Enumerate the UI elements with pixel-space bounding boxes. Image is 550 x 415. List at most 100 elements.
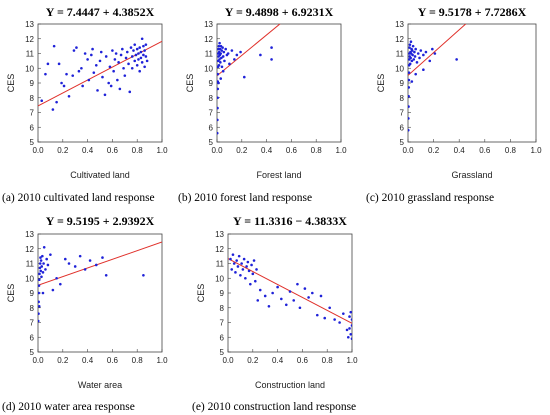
data-point — [338, 321, 341, 324]
data-point — [235, 53, 239, 57]
fit-line — [408, 24, 467, 76]
y-tick-label: 5 — [209, 138, 214, 147]
data-point — [220, 56, 223, 60]
data-point — [311, 291, 314, 295]
data-point — [217, 81, 220, 85]
data-point — [296, 282, 299, 286]
data-point — [116, 78, 119, 82]
data-point — [270, 46, 273, 49]
data-point — [223, 59, 226, 63]
y-tick-label: 12 — [395, 35, 404, 44]
data-point — [409, 56, 412, 60]
data-point — [328, 306, 331, 310]
data-point — [409, 40, 413, 43]
data-point — [267, 304, 271, 308]
chart-title: Y = 9.5195 + 2.9392X — [46, 214, 155, 228]
y-tick-label: 5 — [220, 348, 225, 357]
data-point — [284, 303, 288, 307]
data-point — [252, 259, 256, 262]
data-point — [348, 327, 351, 330]
x-tick-label: 0.0 — [32, 146, 44, 155]
data-point — [235, 259, 238, 262]
data-point — [118, 87, 122, 91]
y-tick-label: 5 — [400, 138, 405, 147]
data-point — [280, 297, 283, 301]
data-point — [41, 291, 45, 295]
data-point — [408, 86, 411, 89]
x-tick-label: 0.0 — [32, 356, 44, 365]
x-tick-label: 0.8 — [505, 146, 517, 155]
data-point — [414, 72, 417, 76]
data-point — [408, 105, 410, 108]
data-point — [233, 58, 236, 61]
data-point — [101, 256, 104, 259]
x-axis-label: Forest land — [256, 170, 301, 180]
data-point — [114, 52, 118, 55]
chart-title: Y = 11.3316 − 4.3833X — [233, 214, 347, 228]
data-point — [416, 52, 420, 55]
data-point — [108, 65, 112, 69]
x-tick-label: 0.6 — [286, 146, 298, 155]
data-point — [433, 52, 437, 55]
y-tick-label: 11 — [26, 50, 35, 59]
x-tick-label: 0.0 — [402, 146, 414, 155]
y-tick-label: 13 — [395, 20, 404, 29]
x-tick-label: 0.4 — [272, 356, 284, 365]
data-point — [239, 50, 242, 54]
data-point — [109, 84, 113, 88]
data-point — [96, 89, 99, 92]
x-tick-label: 1.0 — [156, 146, 168, 155]
x-tick-label: 0.2 — [57, 356, 69, 365]
data-point — [130, 66, 134, 70]
data-point — [142, 53, 145, 57]
data-point — [246, 260, 250, 264]
y-tick-label: 7 — [400, 109, 405, 118]
data-point — [42, 245, 46, 249]
panel-caption: (e) 2010 construction land response — [192, 401, 356, 413]
data-point — [132, 49, 135, 52]
data-point — [348, 315, 351, 318]
data-point — [221, 46, 224, 49]
data-point — [228, 62, 231, 66]
marks-group — [217, 24, 281, 135]
data-point — [219, 77, 223, 80]
data-point — [245, 265, 248, 268]
data-point — [408, 43, 412, 46]
y-tick-label: 7 — [30, 109, 35, 118]
data-point — [40, 99, 44, 102]
y-tick-label: 12 — [25, 245, 34, 254]
data-point — [42, 262, 45, 265]
data-point — [319, 294, 323, 298]
data-point — [218, 41, 221, 45]
data-point — [77, 69, 81, 73]
data-point — [411, 53, 414, 57]
fit-line — [38, 241, 162, 286]
data-point — [143, 49, 146, 52]
data-point — [92, 71, 96, 74]
data-point — [219, 52, 223, 55]
data-point — [117, 61, 120, 64]
data-point — [424, 50, 428, 54]
data-point — [415, 61, 419, 64]
data-point — [45, 257, 48, 261]
data-point — [411, 44, 415, 48]
y-tick-label: 6 — [400, 123, 405, 132]
data-point — [413, 50, 416, 54]
data-point — [137, 52, 140, 55]
x-tick-label: 1.0 — [156, 356, 168, 365]
data-point — [98, 59, 102, 63]
y-tick-label: 10 — [395, 64, 404, 73]
data-point — [65, 72, 68, 76]
chart-panel-d: 5 6 7 8 9 10 11 12 13 0.0 0.2 0.4 0.6 0.8 1.0 Y = 9.519… — [2, 214, 168, 413]
data-point — [119, 53, 123, 57]
data-point — [408, 117, 410, 120]
panel-caption: (b) 2010 forest land response — [178, 192, 312, 204]
plot-frame — [37, 233, 163, 353]
x-tick-label: 0.4 — [82, 146, 94, 155]
y-tick-label: 9 — [220, 289, 225, 298]
data-point — [55, 276, 58, 280]
data-point — [57, 62, 61, 66]
data-point — [78, 254, 82, 258]
x-axis-label: Cultivated land — [70, 170, 130, 180]
